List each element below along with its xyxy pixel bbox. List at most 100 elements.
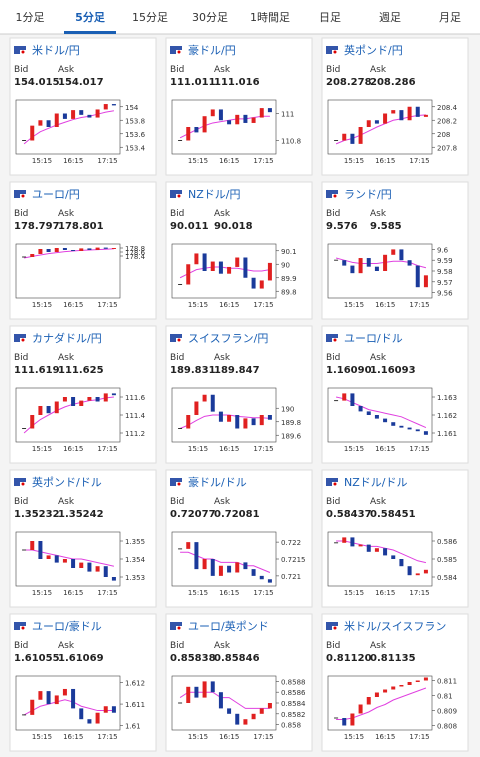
pair-title[interactable]: 米ドル/スイスフラン	[344, 620, 446, 633]
candle	[178, 284, 183, 285]
candle	[30, 125, 35, 141]
bid-value: 111.011	[170, 77, 216, 88]
pair-title[interactable]: 英ポンド/ドル	[32, 475, 102, 489]
candle	[95, 109, 100, 118]
flag	[333, 482, 337, 486]
candle	[218, 692, 223, 709]
tab[interactable]: 5分足	[75, 10, 106, 24]
pair-title[interactable]: ランド/円	[344, 188, 392, 201]
candle	[259, 708, 264, 714]
x-tick-label: 16:15	[375, 157, 395, 165]
tab[interactable]: 1時間足	[250, 11, 290, 24]
bid-label: Bid	[326, 65, 340, 75]
pair-title[interactable]: NZドル/ドル	[344, 476, 407, 489]
candle	[366, 544, 371, 552]
flag	[333, 338, 337, 342]
candle	[103, 104, 108, 110]
x-tick-label: 17:15	[409, 589, 429, 597]
ask-label: Ask	[58, 641, 75, 651]
bid-label: Bid	[14, 65, 28, 75]
x-tick-label: 16:15	[375, 589, 395, 597]
pair-title[interactable]: 英ポンド/円	[344, 43, 403, 57]
panel	[165, 37, 313, 176]
x-tick-label: 17:15	[409, 733, 429, 741]
pair-title[interactable]: 豪ドル/円	[188, 43, 236, 57]
pair-title[interactable]: カナダドル/円	[32, 331, 102, 345]
y-tick-label: 9.58	[437, 268, 453, 276]
y-tick-label: 0.722	[281, 539, 301, 547]
candle	[350, 265, 355, 274]
pair-title[interactable]: ユーロ/英ポンド	[188, 619, 269, 633]
tab[interactable]: 1分足	[16, 11, 45, 24]
candle	[383, 548, 388, 556]
bid-value: 0.81120	[326, 653, 372, 664]
candle	[267, 108, 272, 113]
y-tick-label: 0.8584	[281, 700, 306, 708]
chart-frame	[15, 243, 121, 299]
candle	[342, 260, 347, 266]
candle	[391, 555, 396, 559]
y-tick-label: 1.61	[125, 723, 141, 731]
candle	[210, 109, 215, 117]
flag	[21, 194, 25, 198]
y-tick-label: 1.161	[437, 430, 457, 438]
ask-label: Ask	[370, 65, 387, 75]
candle	[415, 680, 420, 682]
y-tick-label: 0.7215	[281, 556, 306, 564]
flag	[177, 338, 181, 342]
ask-label: Ask	[58, 65, 75, 75]
pair-title[interactable]: ユーロ/豪ドル	[32, 619, 102, 633]
candle	[366, 697, 371, 705]
candle	[111, 577, 116, 581]
candle	[71, 250, 76, 251]
bid-label: Bid	[170, 497, 184, 507]
flag	[21, 50, 25, 54]
candle	[178, 548, 183, 550]
candle	[54, 248, 59, 252]
y-tick-label: 90.1	[281, 248, 297, 256]
pair-title[interactable]: スイスフラン/円	[188, 332, 268, 345]
x-tick-label: 16:15	[219, 301, 239, 309]
tab[interactable]: 15分足	[132, 11, 168, 24]
y-tick-label: 1.162	[437, 412, 457, 420]
candle	[202, 394, 207, 402]
pair-title[interactable]: 豪ドル/ドル	[188, 475, 247, 489]
candle	[87, 562, 92, 572]
y-tick-label: 0.811	[437, 678, 457, 686]
x-tick-label: 17:15	[97, 733, 117, 741]
panel	[321, 613, 469, 752]
candle	[30, 699, 35, 715]
x-tick-label: 16:15	[375, 733, 395, 741]
x-tick-label: 15:15	[344, 157, 364, 165]
candle	[391, 249, 396, 255]
candle	[178, 140, 183, 141]
pair-title[interactable]: 米ドル/円	[32, 44, 80, 57]
tab[interactable]: 30分足	[192, 11, 228, 24]
y-tick-label: 189.8	[281, 419, 301, 427]
x-tick-label: 17:15	[253, 301, 273, 309]
panel	[321, 37, 469, 176]
bid-value: 1.16090	[326, 365, 372, 376]
y-tick-label: 111.2	[125, 430, 145, 438]
bid-label: Bid	[14, 497, 28, 507]
ask-value: 0.72081	[214, 509, 260, 520]
bid-value: 0.58437	[326, 509, 372, 520]
tab[interactable]: 週足	[379, 11, 401, 24]
tab[interactable]: 月足	[439, 11, 461, 24]
candle	[227, 120, 232, 125]
bid-label: Bid	[14, 641, 28, 651]
candle	[111, 706, 116, 713]
pair-title[interactable]: ユーロ/ドル	[344, 332, 403, 345]
candle	[342, 133, 347, 141]
candle	[423, 569, 428, 574]
candle	[79, 400, 84, 406]
pair-title[interactable]: NZドル/円	[188, 188, 240, 201]
candle	[38, 541, 43, 559]
candle	[334, 542, 339, 544]
candle	[46, 249, 51, 252]
tab[interactable]: 日足	[319, 11, 341, 24]
y-tick-label: 89.8	[281, 288, 297, 296]
pair-title[interactable]: ユーロ/円	[32, 188, 80, 201]
candle	[259, 108, 264, 118]
